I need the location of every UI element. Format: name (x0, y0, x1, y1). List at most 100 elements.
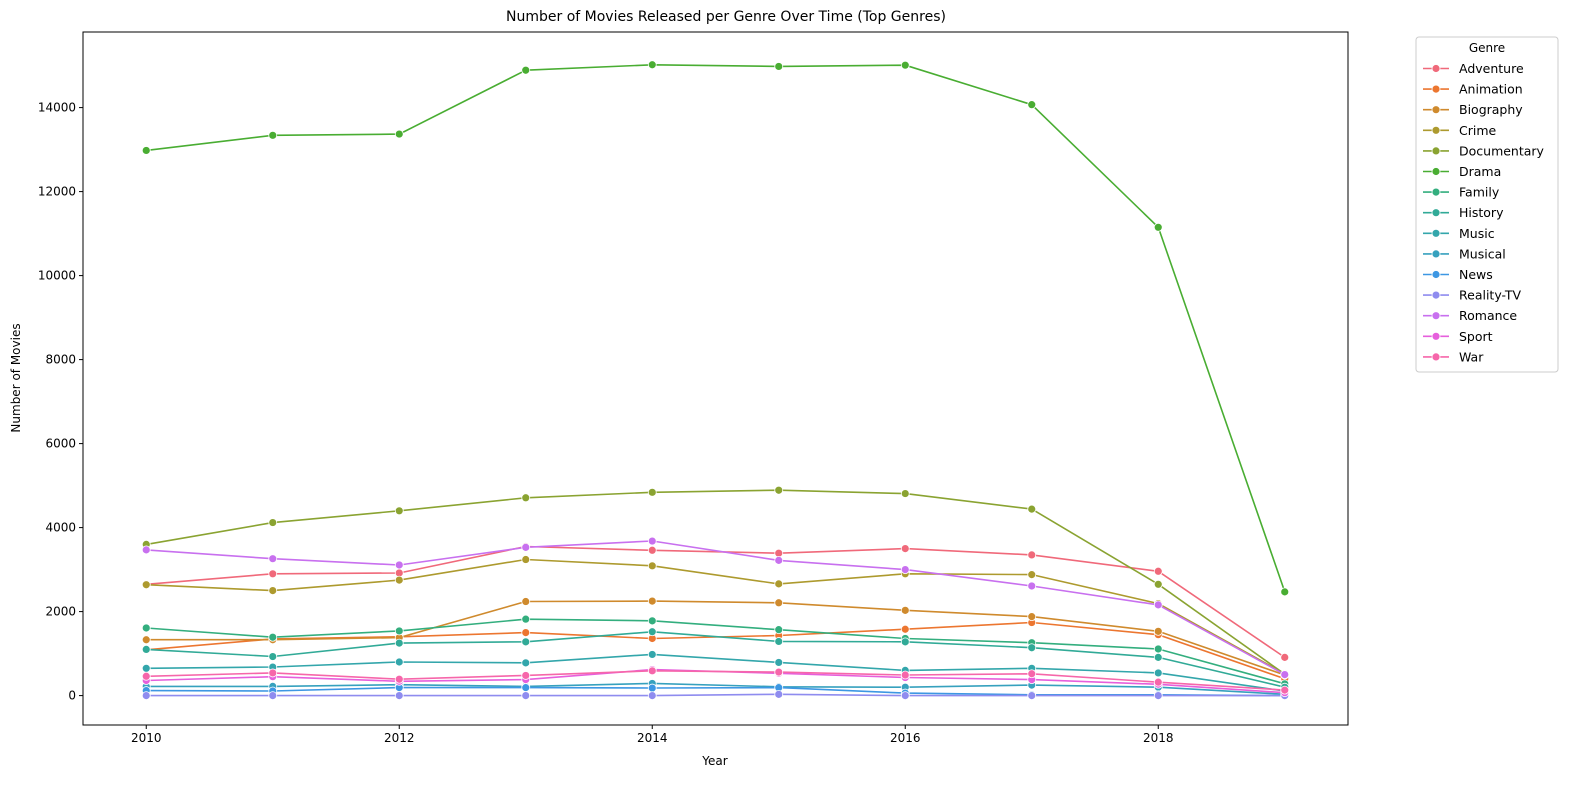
data-point-family (647, 616, 657, 626)
legend-swatch-marker (1431, 208, 1441, 218)
data-point-war (774, 667, 784, 677)
data-point-reality-tv (268, 691, 278, 700)
data-point-family (774, 625, 784, 635)
legend-label-news: News (1459, 267, 1493, 282)
data-point-war (521, 671, 531, 680)
series-line-musical (146, 682, 1285, 696)
data-point-romance (774, 555, 784, 565)
data-point-adventure (1027, 550, 1037, 560)
legend-swatch-marker (1431, 167, 1441, 176)
legend: Genre Adventure Animation Biography Crime Do… (1415, 36, 1559, 373)
data-point-war (647, 666, 657, 676)
data-point-reality-tv (1027, 691, 1037, 700)
data-point-adventure (1153, 566, 1163, 576)
data-point-war (1280, 685, 1290, 695)
legend-swatch-marker (1431, 105, 1441, 115)
legend-swatch-marker (1431, 228, 1441, 238)
data-point-family (141, 623, 151, 633)
data-point-documentary (268, 518, 278, 527)
x-axis: 2010 2012 2014 2016 2018 (131, 725, 1174, 745)
data-point-crime (1027, 570, 1037, 580)
legend-label-crime: Crime (1459, 123, 1497, 138)
data-point-romance (1280, 670, 1290, 679)
data-point-music (647, 650, 657, 659)
legend-label-music: Music (1459, 226, 1495, 241)
legend-swatch-marker (1431, 290, 1441, 300)
x-tick-label: 2012 (384, 731, 415, 745)
legend-label-drama: Drama (1459, 164, 1501, 179)
data-point-biography (774, 598, 784, 608)
legend-swatch-marker (1431, 187, 1441, 197)
data-point-war (1027, 669, 1037, 679)
data-point-news (647, 683, 657, 693)
legend-label-biography: Biography (1459, 102, 1523, 117)
plot-frame (82, 31, 1349, 726)
legend-swatch-marker (1431, 125, 1441, 135)
data-point-documentary (1027, 504, 1037, 514)
data-point-romance (268, 554, 278, 564)
data-point-drama (900, 60, 910, 70)
data-point-reality-tv (141, 691, 151, 700)
legend-label-documentary: Documentary (1459, 143, 1545, 158)
data-point-biography (1027, 612, 1037, 622)
data-point-reality-tv (647, 691, 657, 700)
legend-label-musical: Musical (1459, 246, 1506, 261)
data-point-biography (141, 635, 151, 645)
data-point-crime (268, 586, 278, 595)
data-point-family (521, 614, 531, 624)
data-point-romance (521, 542, 531, 552)
legend-frame (1415, 36, 1559, 373)
y-tick-label: 2000 (45, 605, 76, 619)
data-point-crime (394, 575, 404, 585)
series-line-documentary (146, 489, 1286, 675)
data-point-romance (1027, 581, 1037, 591)
data-point-history (1153, 652, 1163, 662)
x-tick-label: 2014 (637, 731, 668, 745)
data-point-reality-tv (521, 691, 531, 700)
x-tick-label: 2016 (890, 731, 921, 745)
data-point-drama (1153, 222, 1163, 232)
plot-area (141, 60, 1290, 700)
data-point-biography (900, 605, 910, 615)
y-tick-label: 12000 (38, 185, 76, 199)
legend-label-sport: Sport (1459, 329, 1493, 344)
data-point-adventure (1280, 652, 1290, 662)
series-line-music (146, 653, 1285, 692)
legend-label-reality-tv: Reality-TV (1459, 288, 1521, 303)
y-tick-label: 4000 (45, 521, 76, 535)
data-point-war (141, 671, 151, 681)
data-point-family (268, 632, 278, 642)
legend-swatch-marker (1431, 311, 1441, 321)
legend-swatch-marker (1431, 249, 1441, 259)
data-point-crime (141, 580, 151, 590)
data-point-music (394, 657, 404, 667)
legend-label-family: Family (1459, 185, 1500, 200)
legend-swatch-marker (1431, 84, 1441, 94)
legend-label-romance: Romance (1459, 308, 1517, 323)
data-point-family (394, 626, 404, 636)
y-tick-label: 10000 (38, 269, 76, 283)
data-point-news (521, 683, 531, 693)
data-point-music (141, 663, 151, 673)
legend-label-history: History (1459, 205, 1504, 220)
data-point-adventure (900, 544, 910, 553)
data-point-history (141, 645, 151, 654)
data-point-history (394, 638, 404, 648)
data-point-crime (774, 579, 784, 589)
legend-label-adventure: Adventure (1459, 61, 1524, 76)
data-point-music (774, 658, 784, 667)
series-line-reality-tv (146, 693, 1285, 697)
data-point-history (1027, 643, 1037, 653)
legend-swatch-marker (1431, 146, 1441, 156)
series-line-drama (146, 64, 1286, 593)
y-axis-label: Number of Movies (9, 323, 23, 432)
data-point-reality-tv (394, 691, 404, 700)
data-point-drama (521, 65, 531, 75)
data-point-reality-tv (774, 689, 784, 699)
data-point-documentary (774, 485, 784, 495)
data-point-history (774, 637, 784, 646)
data-point-family (1153, 644, 1163, 654)
data-point-history (521, 637, 531, 647)
data-point-drama (394, 129, 404, 139)
